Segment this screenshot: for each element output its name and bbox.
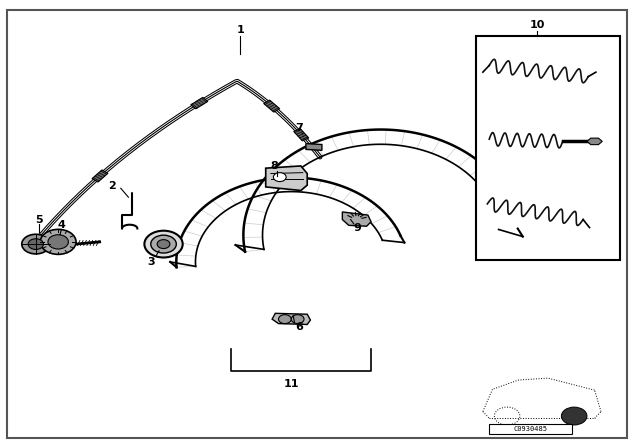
Text: 11: 11 — [284, 379, 299, 389]
Polygon shape — [266, 166, 307, 190]
Polygon shape — [342, 212, 371, 226]
Circle shape — [48, 235, 68, 249]
Circle shape — [157, 240, 170, 249]
Circle shape — [145, 231, 182, 258]
Text: 2: 2 — [109, 181, 116, 191]
Polygon shape — [294, 129, 308, 141]
Bar — [476, 36, 620, 260]
Text: 9: 9 — [353, 224, 361, 233]
Circle shape — [291, 314, 304, 323]
Circle shape — [278, 314, 291, 323]
Text: 7: 7 — [296, 123, 303, 133]
Circle shape — [273, 172, 286, 181]
Polygon shape — [92, 170, 108, 182]
Polygon shape — [306, 144, 322, 151]
Circle shape — [151, 235, 176, 253]
Text: 6: 6 — [296, 322, 303, 332]
Polygon shape — [191, 97, 208, 109]
Circle shape — [40, 229, 76, 254]
Bar — [489, 424, 572, 434]
Text: 3: 3 — [147, 257, 155, 267]
Text: 1: 1 — [236, 25, 244, 35]
Text: 10: 10 — [529, 20, 545, 30]
Text: 4: 4 — [58, 220, 65, 230]
Polygon shape — [587, 138, 602, 145]
Polygon shape — [272, 313, 310, 324]
Circle shape — [28, 239, 44, 250]
Circle shape — [22, 234, 50, 254]
Text: C0930485: C0930485 — [514, 426, 548, 432]
Text: 5: 5 — [35, 215, 43, 224]
Text: 8: 8 — [270, 161, 278, 171]
Polygon shape — [264, 100, 280, 112]
Circle shape — [561, 407, 587, 425]
